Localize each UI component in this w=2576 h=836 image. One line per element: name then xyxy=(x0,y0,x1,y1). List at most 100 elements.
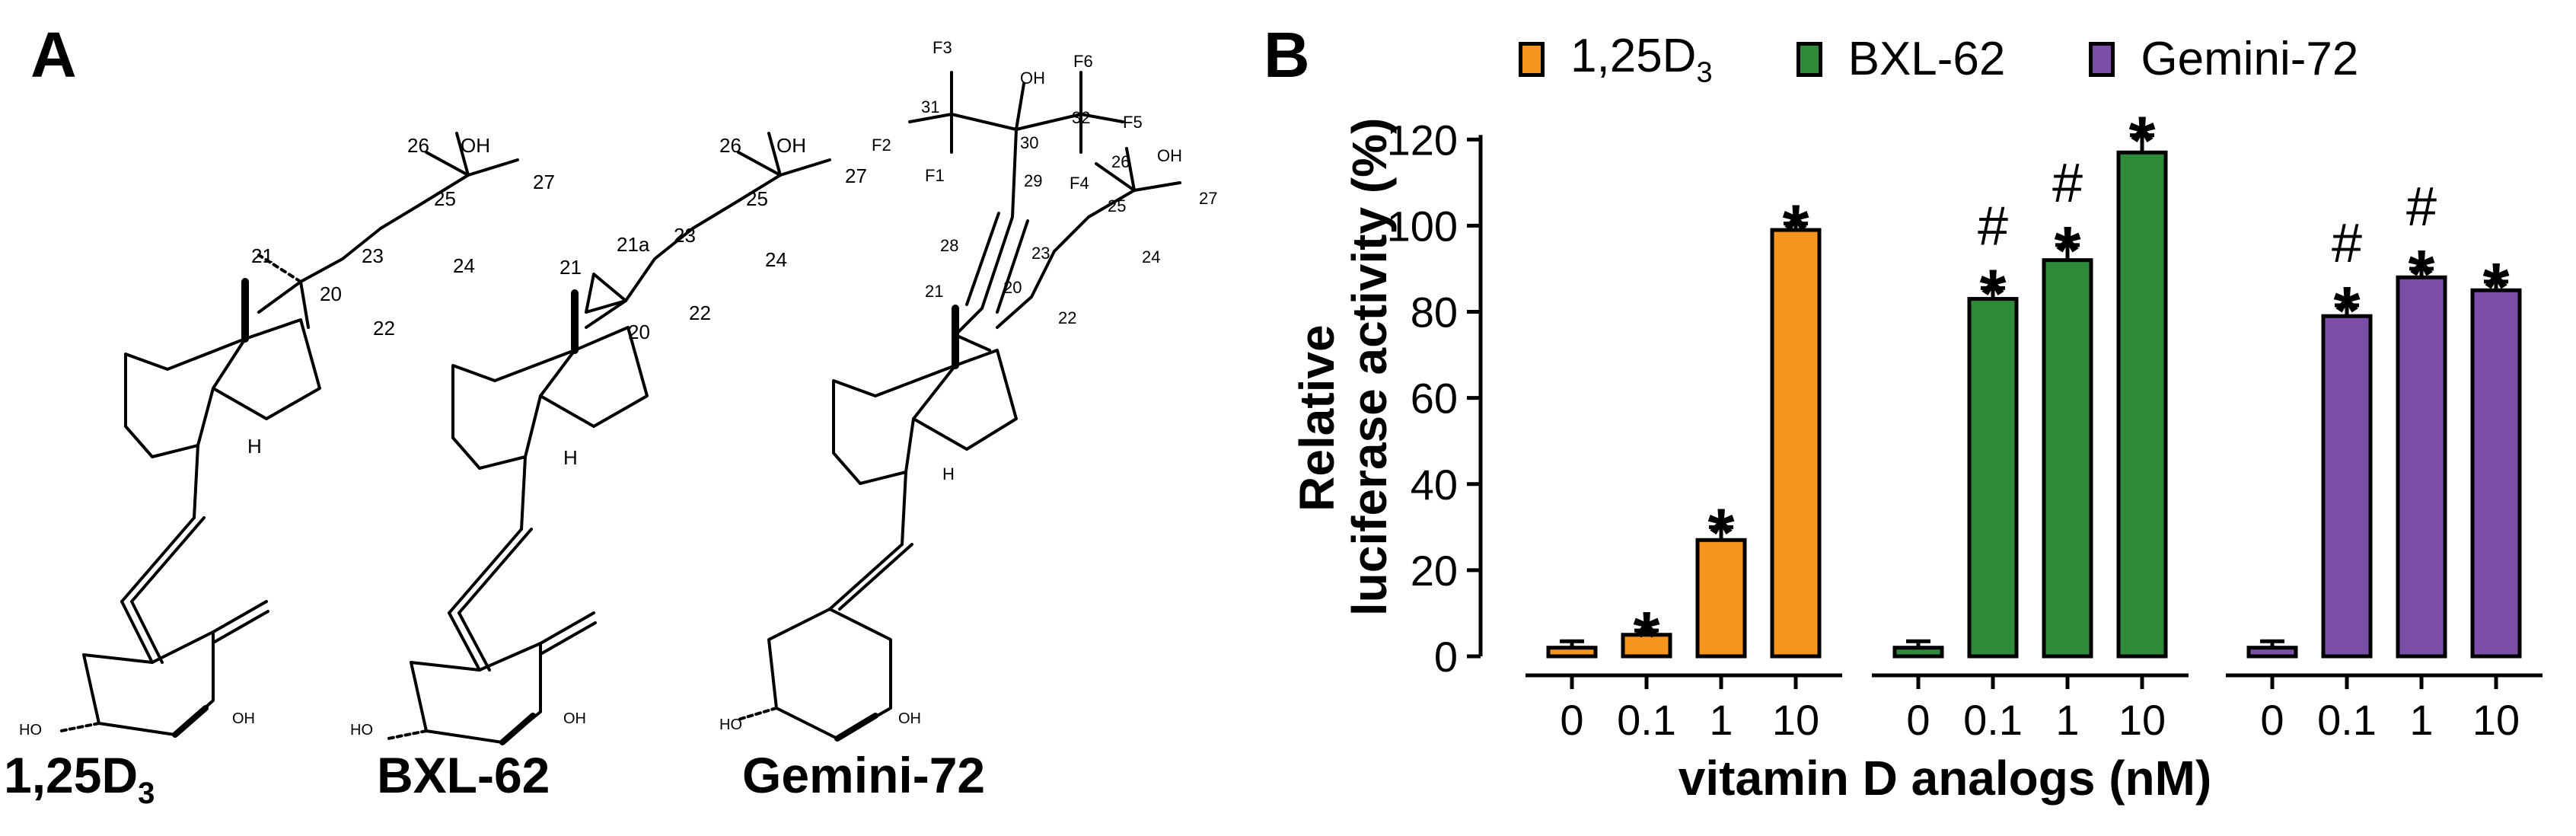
x-axis-label: vitamin D analogs (nM) xyxy=(1678,751,2212,806)
compound-subscript: 3 xyxy=(138,777,155,811)
significance-star: * xyxy=(2054,213,2080,289)
legend-item-gemini72: Gemini-72 xyxy=(2089,32,2358,86)
atom-label: 20 xyxy=(1003,278,1022,297)
atom-label: 25 xyxy=(746,187,768,210)
atom-label: 27 xyxy=(1199,189,1217,208)
atom-label: OH xyxy=(898,710,921,727)
chemical-structures: 26 OH 25 27 21 23 24 20 22 H HO OH 26 OH… xyxy=(19,38,1217,745)
atom-label: 27 xyxy=(533,171,555,193)
atom-label: 30 xyxy=(1020,133,1038,152)
atom-label: 21 xyxy=(560,256,582,279)
compound-name-125d3: 1,25D3 xyxy=(4,750,155,809)
atom-label: F6 xyxy=(1073,52,1093,71)
atom-label: F3 xyxy=(933,38,952,57)
significance-hash: # xyxy=(2332,213,2362,274)
x-tick-label: 0.1 xyxy=(1617,696,1676,744)
atom-label: 21 xyxy=(251,244,273,267)
atom-label: OH xyxy=(461,134,490,157)
bar xyxy=(2246,646,2298,659)
bar xyxy=(2116,150,2168,659)
y-tick-label: 120 xyxy=(1387,116,1458,164)
structure-gemini72 xyxy=(737,71,1181,742)
compound-name-gemini72: Gemini-72 xyxy=(742,747,986,803)
chart-legend: 1,25D3 BXL-62 Gemini-72 xyxy=(1519,29,2442,89)
structure-bxl62 xyxy=(387,132,831,745)
bar xyxy=(1967,297,2019,659)
significance-hash: # xyxy=(1978,196,2008,257)
atom-label: 26 xyxy=(1111,152,1130,171)
bar xyxy=(2470,288,2522,659)
bar xyxy=(1892,646,1944,659)
x-tick-label: 10 xyxy=(1772,696,1819,744)
atom-label: 31 xyxy=(921,97,939,116)
atom-label: 27 xyxy=(845,164,867,187)
significance-star: * xyxy=(2333,273,2360,349)
bar xyxy=(1546,646,1598,659)
atom-label: 29 xyxy=(1024,171,1042,190)
atom-label: 32 xyxy=(1072,108,1090,127)
atom-label: OH xyxy=(776,134,806,157)
x-tick-label: 1 xyxy=(1709,696,1733,744)
significance-hash: # xyxy=(2052,153,2083,214)
significance-star: * xyxy=(1782,192,1809,268)
atom-label: 21a xyxy=(617,233,650,256)
x-tick-label: 0 xyxy=(2260,696,2284,744)
atom-label: HO xyxy=(719,716,742,733)
atom-label: 22 xyxy=(1058,308,1076,327)
atom-label: 21 xyxy=(925,282,943,301)
legend-label: Gemini-72 xyxy=(2141,33,2359,86)
x-tick-label: 0.1 xyxy=(1963,696,2023,744)
atom-label: 20 xyxy=(320,282,342,305)
significance-star: * xyxy=(1979,256,2006,332)
atom-label: HO xyxy=(19,722,42,739)
x-tick-label: 10 xyxy=(2119,696,2166,744)
atom-label: 26 xyxy=(407,134,429,157)
atom-label: 25 xyxy=(1108,196,1126,215)
x-tick-label: 0 xyxy=(1560,696,1583,744)
legend-item-125d3: 1,25D3 xyxy=(1519,29,1713,89)
atom-label: 23 xyxy=(1031,244,1050,263)
legend-label: 1,25D3 xyxy=(1570,30,1713,89)
atom-label: 23 xyxy=(362,244,384,267)
atom-label: OH xyxy=(1157,146,1182,165)
compound-name-bxl62: BXL-62 xyxy=(377,747,550,803)
legend-label: BXL-62 xyxy=(1848,33,2006,86)
atom-label: H xyxy=(942,464,955,483)
atom-label: F2 xyxy=(872,136,891,155)
atom-label: H xyxy=(247,435,262,458)
panel-label-a: A xyxy=(30,19,77,91)
y-tick-label: 20 xyxy=(1411,547,1458,595)
atom-label: OH xyxy=(563,710,586,727)
x-tick-label: 0.1 xyxy=(2317,696,2377,744)
y-tick-label: 40 xyxy=(1411,461,1458,509)
significance-star: * xyxy=(1633,598,1659,675)
significance-star: * xyxy=(2128,104,2155,180)
atom-label: 23 xyxy=(674,224,696,247)
atom-label: F4 xyxy=(1070,174,1089,193)
atom-label: 24 xyxy=(1142,247,1160,266)
significance-star: * xyxy=(1707,495,1734,571)
x-tick-label: 1 xyxy=(2409,696,2433,744)
x-tick-label: 0 xyxy=(1906,696,1930,744)
atom-label: F5 xyxy=(1123,113,1143,132)
atom-label: OH xyxy=(1020,69,1045,88)
atom-label: OH xyxy=(232,710,255,727)
atom-label: F1 xyxy=(925,166,945,185)
atom-label: 22 xyxy=(689,302,711,324)
y-tick-label: 80 xyxy=(1411,289,1458,337)
y-tick-label: 60 xyxy=(1411,375,1458,423)
bar xyxy=(1695,538,1747,659)
significance-star: * xyxy=(2482,250,2509,326)
bar xyxy=(2042,258,2093,659)
atom-label: 20 xyxy=(628,321,650,343)
bar xyxy=(2321,314,2373,659)
panel-label-b: B xyxy=(1264,19,1310,91)
atom-label: H xyxy=(563,446,578,469)
x-tick-label: 1 xyxy=(2055,696,2079,744)
atom-label: 24 xyxy=(765,248,787,271)
atom-label: 24 xyxy=(453,254,475,277)
legend-swatch xyxy=(1519,41,1545,77)
significance-hash: # xyxy=(2406,177,2437,238)
compound-name-text: 1,25D xyxy=(4,747,139,803)
